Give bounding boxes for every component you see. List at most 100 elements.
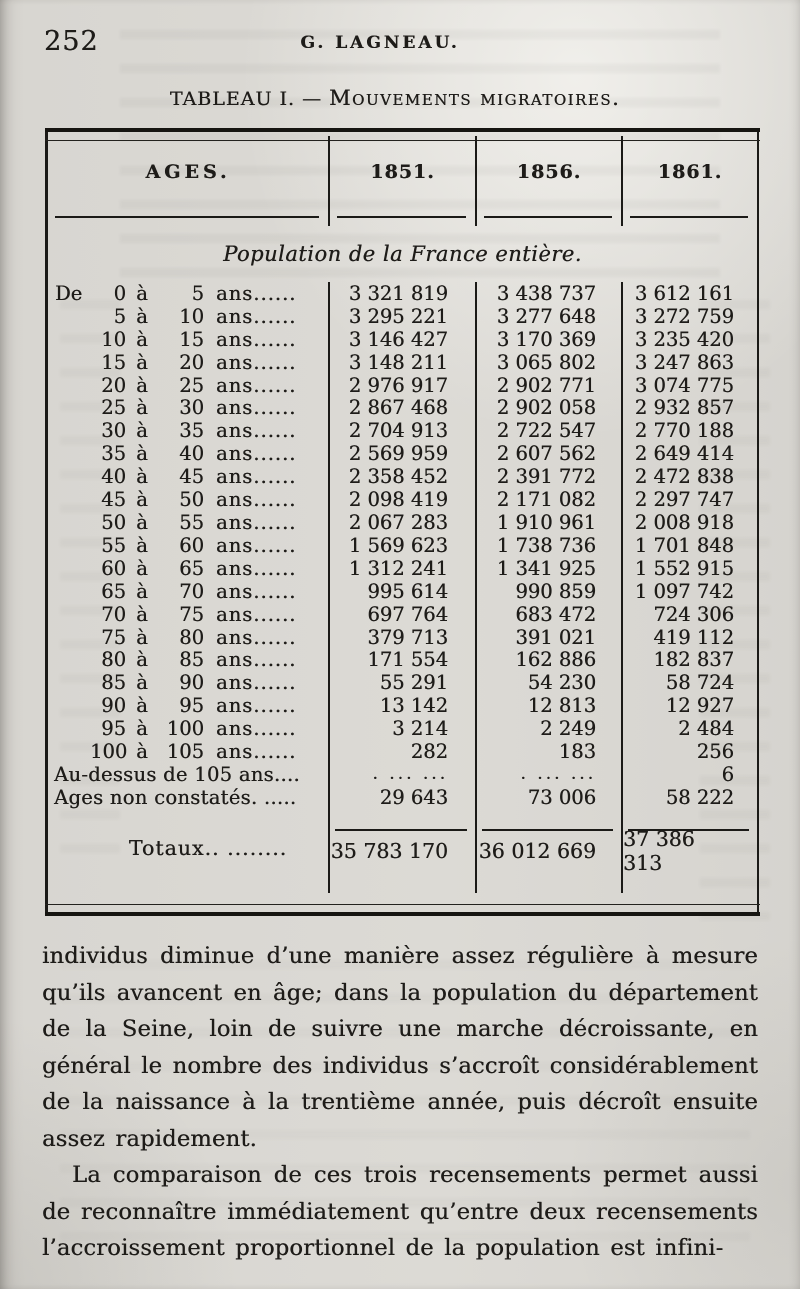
population-value-cell: 1 738 736 [475, 534, 621, 557]
table-caption-number: TABLEAU I. [169, 88, 295, 110]
age-range-cell: 60 à 65 ans...... [101, 556, 297, 580]
population-value-cell: 54 230 [475, 671, 621, 694]
population-value-cell: 2 976 917 [328, 374, 475, 397]
population-value-cell: 2 484 [621, 717, 757, 740]
header-rule [55, 215, 319, 219]
table-caption-title: Mouvements migratoires. [329, 86, 621, 110]
table-rows: De 0 à 5 ans...... 3 321 819 3 438 737 3 612 16… [48, 282, 757, 809]
header-rule [337, 215, 466, 219]
population-value-cell: 2 358 452 [328, 465, 475, 488]
population-value-cell: 29 643 [328, 786, 475, 809]
total-1851: 35 783 170 [328, 824, 475, 871]
column-header-ages: AGES. [145, 161, 231, 183]
population-value-cell: 2 171 082 [475, 488, 621, 511]
age-range-cell: 10 à 15 ans...... [101, 327, 297, 351]
header-rule [630, 215, 748, 219]
population-value-cell: 2 932 857 [621, 396, 757, 419]
column-header-1861: 1861. [621, 136, 757, 208]
table-row: 50 à 55 ans...... 2 067 283 1 910 961 2 008 91… [48, 511, 757, 534]
population-value-cell: 2 649 414 [621, 442, 757, 465]
population-value-cell: 3 065 802 [475, 351, 621, 374]
population-value-cell: 2 472 838 [621, 465, 757, 488]
population-value-cell: 282 [328, 740, 475, 763]
population-value-cell: 3 074 775 [621, 374, 757, 397]
population-value-cell: . ... ... [475, 763, 621, 786]
population-value-cell: 2 391 772 [475, 465, 621, 488]
population-value-cell: 2 008 918 [621, 511, 757, 534]
population-value-cell: 683 472 [475, 603, 621, 626]
population-value-cell: 58 724 [621, 671, 757, 694]
age-range-cell: 20 à 25 ans...... [101, 373, 297, 397]
table-row: 35 à 40 ans...... 2 569 959 2 607 562 2 649 41… [48, 442, 757, 465]
population-value-cell: 6 [621, 763, 757, 786]
population-value-cell: 183 [475, 740, 621, 763]
totals-label: Totaux.. ........ [128, 835, 288, 860]
table-row: 90 à 95 ans...... 13 142 12 813 12 927 [48, 694, 757, 717]
totals-row: Totaux.. ........ 35 783 170 36 012 669 … [48, 824, 757, 875]
population-value-cell: 1 701 848 [621, 534, 757, 557]
table-row: 80 à 85 ans...... 171 554 162 886 182 837 [48, 648, 757, 672]
table-header-row: AGES. 1851. 1856. 1861. [48, 136, 757, 208]
age-range-cell: 80 à 85 ans...... [101, 648, 297, 672]
age-range-cell: 70 à 75 ans...... [101, 602, 297, 626]
population-value-cell: 3 612 161 [621, 282, 757, 305]
age-range-cell: 50 à 55 ans...... [101, 511, 297, 535]
population-value-cell: 171 554 [328, 648, 475, 671]
table-top-border [45, 128, 760, 141]
population-value-cell: 1 341 925 [475, 557, 621, 580]
running-title: G. LAGNEAU. [300, 33, 460, 53]
header-rule [484, 215, 612, 219]
population-value-cell: 12 813 [475, 694, 621, 717]
population-value-cell: 419 112 [621, 626, 757, 649]
table-row: 75 à 80 ans...... 379 713 391 021 419 112 [48, 626, 757, 649]
table-row: 25 à 30 ans...... 2 867 468 2 902 058 2 932 85… [48, 396, 757, 420]
population-value-cell: 3 438 737 [475, 282, 621, 305]
population-value-cell: 2 770 188 [621, 419, 757, 442]
table-row: 45 à 50 ans...... 2 098 419 2 171 082 2 297 74… [48, 488, 757, 511]
table-row: 65 à 70 ans...... 995 614 990 859 1 097 742 [48, 580, 757, 603]
age-range-cell: 15 à 20 ans...... [101, 350, 297, 374]
column-header-1851: 1851. [328, 136, 475, 208]
population-value-cell: 3 170 369 [475, 328, 621, 351]
population-value-cell: 162 886 [475, 648, 621, 671]
table-bottom-gap-row [48, 870, 757, 893]
table-row: 100 à 105 ans...... 282 183 256 [48, 740, 757, 763]
population-value-cell: 2 722 547 [475, 419, 621, 442]
table-row: Ages non constatés. ..... 29 643 73 006 58 … [48, 786, 757, 809]
population-value-cell: 3 146 427 [328, 328, 475, 351]
population-value-cell: 1 097 742 [621, 580, 757, 603]
table-row: Au-dessus de 105 ans.... . ... .... ... .… [48, 763, 757, 786]
table-caption-dash: — [302, 88, 322, 110]
population-value-cell: 1 552 915 [621, 557, 757, 580]
population-value-cell: 2 098 419 [328, 488, 475, 511]
population-value-cell: 55 291 [328, 671, 475, 694]
table-row: 85 à 90 ans...... 55 291 54 230 58 724 [48, 671, 757, 694]
table-row: 70 à 75 ans...... 697 764 683 472 724 306 [48, 603, 757, 626]
paragraph: individus diminue d’une manière assez ré… [42, 943, 758, 1152]
table-bottom-border [45, 904, 760, 916]
population-value-cell: 2 867 468 [328, 396, 475, 419]
population-value-cell: 3 295 221 [328, 305, 475, 328]
population-value-cell: 2 297 747 [621, 488, 757, 511]
table-row: 55 à 60 ans...... 1 569 623 1 738 736 1 701 84… [48, 534, 757, 557]
population-value-cell: 391 021 [475, 626, 621, 649]
table-row: 95 à 100 ans...... 3 214 2 249 2 484 [48, 717, 757, 740]
totals-gap-row [48, 808, 757, 825]
total-1861: 37 386 313 [621, 824, 757, 875]
population-value-cell: 2 569 959 [328, 442, 475, 465]
population-value-cell: 3 148 211 [328, 351, 475, 374]
population-value-cell: 3 247 863 [621, 351, 757, 374]
age-range-cell: 90 à 95 ans...... [101, 694, 297, 718]
population-value-cell: . ... ... [328, 763, 475, 786]
population-value-cell: 58 222 [621, 786, 757, 809]
age-range-cell: 25 à 30 ans...... [101, 396, 297, 420]
population-table: AGES. 1851. 1856. 1861. Population de la… [45, 128, 760, 916]
population-value-cell: 995 614 [328, 580, 475, 603]
population-value-cell: 379 713 [328, 626, 475, 649]
population-value-cell: 2 902 771 [475, 374, 621, 397]
age-range-cell: Au-dessus de 105 ans.... [54, 762, 300, 786]
population-value-cell: 2 902 058 [475, 396, 621, 419]
table-row: 10 à 15 ans...... 3 146 427 3 170 369 3 235 42… [48, 328, 757, 351]
paragraph: La comparaison de ces trois recensements… [42, 1162, 758, 1261]
age-range-cell: 40 à 45 ans...... [101, 465, 297, 489]
